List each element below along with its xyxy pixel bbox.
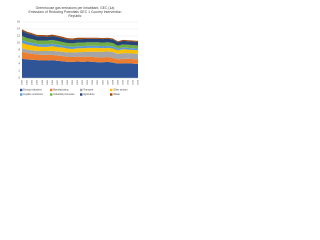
y-tick-label: 12 [17, 34, 20, 38]
legend-label: Transport [83, 89, 93, 92]
legend-label: Agriculture [83, 93, 95, 96]
x-tick-label: 2013 [138, 79, 140, 85]
y-tick-label: 10 [17, 41, 20, 45]
legend-swatch [110, 88, 113, 92]
x-tick-label: 2004 [92, 79, 94, 85]
legend-label: Manufacturing [53, 89, 69, 92]
legend-label: Other sectors [113, 89, 128, 92]
legend-swatch [80, 93, 83, 96]
legend-swatch [110, 93, 113, 96]
x-tick-label: 1999 [67, 79, 69, 85]
y-tick-label: 16 [17, 20, 20, 24]
x-tick-label: 2000 [72, 79, 74, 85]
chart-title: Greenhouse gas emissions per inhabitant,… [36, 6, 115, 10]
chart: Greenhouse gas emissions per inhabitant,… [17, 6, 140, 96]
x-tick-label: 2011 [127, 79, 129, 84]
x-tick-label: 1991 [27, 79, 29, 85]
x-tick-label: 2005 [97, 79, 99, 85]
legend-label: Waste [113, 93, 120, 96]
x-tick-label: 2010 [122, 79, 124, 85]
y-tick-label: 0 [19, 76, 21, 80]
area [22, 40, 138, 51]
y-tick-label: 2 [19, 69, 21, 73]
x-tick-label: 2008 [112, 79, 114, 85]
y-tick-label: 6 [19, 55, 21, 59]
x-tick-label: 2007 [107, 79, 109, 85]
y-tick-label: 8 [19, 48, 21, 52]
x-tick-label: 1997 [57, 79, 59, 85]
x-tick-label: 2002 [82, 79, 84, 85]
x-tick-label: 1990 [22, 79, 24, 85]
x-tick-label: 1996 [52, 79, 54, 85]
legend-swatch [50, 93, 53, 96]
x-tick-label: 2001 [77, 79, 79, 85]
x-tick-label: 1992 [32, 79, 34, 85]
area [22, 51, 138, 64]
area [22, 36, 138, 49]
page: {"chart_data": { "type": "stacked-area",… [0, 0, 149, 198]
x-tick-label: 1995 [47, 79, 49, 85]
area [22, 30, 138, 46]
legend-label: Fugitive emissions [23, 93, 43, 96]
area [22, 48, 138, 60]
legend-swatch [80, 88, 83, 92]
legend-swatch [20, 93, 23, 96]
chart-title: Republic [68, 14, 81, 18]
legend-label: Energy industries [23, 89, 42, 92]
area [22, 29, 138, 43]
x-tick-label: 2006 [102, 79, 104, 85]
area [22, 58, 138, 78]
y-tick-label: 4 [19, 62, 21, 66]
x-tick-label: 2012 [133, 79, 135, 85]
x-tick-label: 1993 [37, 79, 39, 85]
area [22, 43, 138, 54]
legend-swatch [50, 88, 53, 92]
x-tick-label: 2003 [87, 79, 89, 85]
y-tick-label: 14 [17, 27, 20, 31]
legend-label: Industrial processes [53, 93, 75, 96]
x-tick-label: 1994 [42, 79, 44, 85]
x-tick-label: 1998 [62, 79, 64, 85]
x-tick-label: 2009 [117, 79, 119, 85]
legend-swatch [20, 88, 23, 92]
chart-title: Emissions of Reducing Potentials GEC 1 C… [29, 10, 122, 14]
